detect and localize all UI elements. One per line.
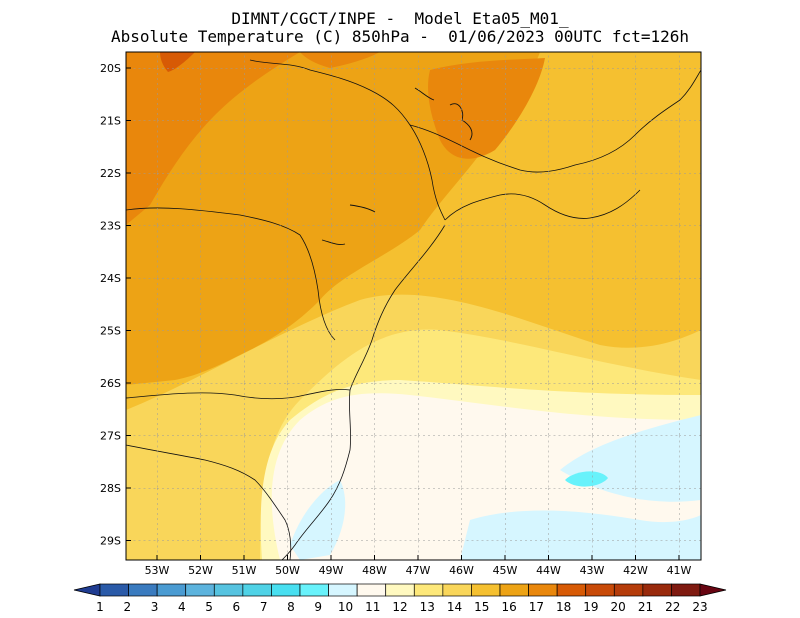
colorbar-swatch bbox=[356, 583, 387, 597]
colorbar: 1 2 3 4 5 6 7 8 9 10 11 12 13 14 15 16 17 18 19 20 21 22 23 bbox=[73, 583, 727, 614]
lon-tick-label: 44W bbox=[536, 564, 561, 577]
colorbar-label: 3 bbox=[151, 600, 159, 614]
colorbar-swatch bbox=[299, 583, 329, 597]
colorbar-label: 9 bbox=[314, 600, 322, 614]
colorbar-label: 4 bbox=[178, 600, 186, 614]
colorbar-swatch bbox=[156, 583, 187, 597]
lon-tick-label: 51W bbox=[232, 564, 257, 577]
colorbar-label: 18 bbox=[556, 600, 571, 614]
colorbar-swatch bbox=[442, 583, 472, 597]
lat-tick-label: 20S bbox=[100, 62, 121, 75]
lon-tick-label: 42W bbox=[623, 564, 648, 577]
lon-tick-label: 49W bbox=[319, 564, 344, 577]
lat-tick-label: 27S bbox=[100, 430, 121, 443]
lat-tick-label: 23S bbox=[100, 220, 121, 233]
colorbar-low-arrow bbox=[73, 583, 101, 597]
colorbar-label: 20 bbox=[611, 600, 626, 614]
map-title-line1: DIMNT/CGCT/INPE - Model Eta05_M01_ bbox=[231, 9, 569, 28]
colorbar-label: 5 bbox=[205, 600, 213, 614]
colorbar-swatch bbox=[242, 583, 272, 597]
lon-tick-label: 52W bbox=[188, 564, 213, 577]
lat-tick-label: 21S bbox=[100, 115, 121, 128]
lat-tick-label: 29S bbox=[100, 535, 121, 548]
lat-tick-label: 26S bbox=[100, 377, 121, 390]
lat-tick-label: 28S bbox=[100, 482, 121, 495]
colorbar-label: 7 bbox=[260, 600, 268, 614]
colorbar-swatch bbox=[613, 583, 644, 597]
lon-tick-label: 50W bbox=[275, 564, 300, 577]
colorbar-label: 19 bbox=[583, 600, 598, 614]
lat-tick-label: 25S bbox=[100, 325, 121, 338]
colorbar-label: 11 bbox=[365, 600, 380, 614]
colorbar-label: 8 bbox=[287, 600, 295, 614]
lon-tick-label: 48W bbox=[362, 564, 387, 577]
colorbar-label: 21 bbox=[638, 600, 653, 614]
colorbar-label: 14 bbox=[447, 600, 462, 614]
colorbar-label: 10 bbox=[338, 600, 353, 614]
lat-lon-grid bbox=[126, 52, 701, 560]
lon-tick-label: 45W bbox=[493, 564, 518, 577]
colorbar-label: 15 bbox=[474, 600, 489, 614]
lat-tick-label: 22S bbox=[100, 167, 121, 180]
lon-tick-label: 43W bbox=[580, 564, 605, 577]
lon-tick-label: 46W bbox=[449, 564, 474, 577]
lon-tick-label: 41W bbox=[667, 564, 692, 577]
map-frame bbox=[125, 51, 702, 561]
colorbar-label: 13 bbox=[420, 600, 435, 614]
colorbar-swatch bbox=[413, 583, 444, 597]
colorbar-swatch bbox=[271, 583, 301, 597]
colorbar-swatch bbox=[185, 583, 215, 597]
colorbar-label: 1 bbox=[96, 600, 104, 614]
colorbar-swatch bbox=[213, 583, 244, 597]
colorbar-swatch bbox=[99, 583, 129, 597]
lon-tick-label: 47W bbox=[406, 564, 431, 577]
map-title-line2: Absolute Temperature (C) 850hPa - 01/06/… bbox=[111, 27, 689, 46]
colorbar-swatch bbox=[671, 583, 701, 597]
colorbar-high-arrow bbox=[699, 583, 727, 597]
longitude-axis: 53W 52W 51W 50W 49W 48W 47W 46W 45W 44W 43W 42W 41W bbox=[145, 555, 692, 577]
colorbar-swatch bbox=[642, 583, 672, 597]
colorbar-swatch bbox=[471, 583, 501, 597]
colorbar-swatch bbox=[328, 583, 358, 597]
colorbar-label: 22 bbox=[665, 600, 680, 614]
colorbar-swatch bbox=[499, 583, 529, 597]
colorbar-label: 6 bbox=[233, 600, 241, 614]
colorbar-swatch bbox=[556, 583, 587, 597]
colorbar-label: 23 bbox=[692, 600, 707, 614]
colorbar-swatch bbox=[528, 583, 558, 597]
colorbar-swatch bbox=[585, 583, 615, 597]
colorbar-swatch bbox=[385, 583, 415, 597]
lat-tick-label: 24S bbox=[100, 272, 121, 285]
colorbar-label: 16 bbox=[501, 600, 516, 614]
colorbar-label: 17 bbox=[529, 600, 544, 614]
colorbar-label: 12 bbox=[392, 600, 407, 614]
colorbar-swatch bbox=[128, 583, 158, 597]
latitude-axis: 20S 21S 22S 23S 24S 25S 26S 27S 28S 29S bbox=[100, 62, 131, 548]
colorbar-label: 2 bbox=[123, 600, 131, 614]
lon-tick-label: 53W bbox=[145, 564, 170, 577]
